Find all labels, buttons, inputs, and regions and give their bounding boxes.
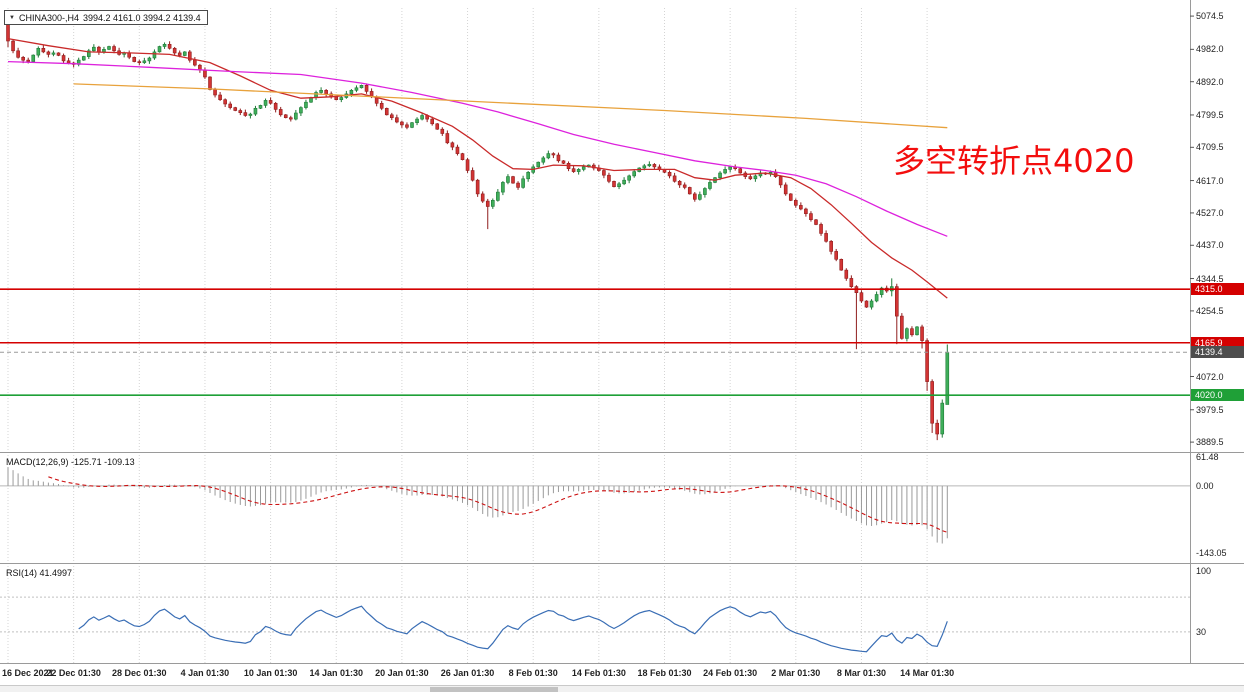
- time-axis-label: 16 Dec 2021: [2, 668, 54, 678]
- dropdown-arrow-icon[interactable]: ▼: [9, 14, 15, 21]
- macd-tick-label: -143.05: [1196, 547, 1227, 558]
- ma-fast-red: [7, 37, 948, 299]
- price-tick-label: 4344.5: [1196, 273, 1224, 284]
- horizontal-scrollbar-thumb[interactable]: [430, 687, 558, 692]
- price-tick-label: 5074.5: [1196, 11, 1224, 22]
- candles-layer: [6, 16, 950, 441]
- horizontal-scrollbar[interactable]: [0, 685, 1244, 692]
- ma-layer: [7, 37, 948, 299]
- price-tick-label: 4799.5: [1196, 109, 1224, 120]
- macd-tick-label: 0.00: [1196, 480, 1214, 491]
- rsi-value: 41.4997: [39, 568, 73, 578]
- price-tick-label: 3889.5: [1196, 437, 1224, 448]
- time-axis-label: 26 Jan 01:30: [440, 668, 495, 678]
- price-tick-label: 4892.0: [1196, 76, 1224, 87]
- price-tick-label: 4982.0: [1196, 44, 1224, 55]
- price-tick-label: 4709.5: [1196, 142, 1224, 153]
- annotation-text: 多空转折点4020: [893, 142, 1135, 180]
- time-axis-label: 24 Feb 01:30: [703, 668, 758, 678]
- price-tick-label: 4072.0: [1196, 371, 1224, 382]
- time-axis-label: 14 Feb 01:30: [571, 668, 626, 678]
- macd-values: -125.71 -109.13: [71, 457, 135, 467]
- price-tick-label: 3979.5: [1196, 404, 1224, 415]
- macd-name: MACD(12,26,9): [6, 457, 69, 467]
- rsi-tick-label: 100: [1196, 566, 1212, 577]
- time-axis-label: 10 Jan 01:30: [243, 668, 298, 678]
- ma-mid-magenta: [7, 60, 948, 237]
- price-line-badge: 4315.0: [1191, 283, 1244, 296]
- price-tick-label: 4254.5: [1196, 305, 1224, 316]
- time-axis-label: 2 Mar 01:30: [771, 668, 821, 678]
- time-axis-label: 28 Dec 01:30: [112, 668, 167, 678]
- macd-tick-label: 61.48: [1196, 452, 1219, 463]
- rsi-name: RSI(14): [6, 568, 38, 578]
- price-tick-label: 4527.0: [1196, 207, 1224, 218]
- price-lines-layer: [0, 288, 1190, 396]
- time-axis-label: 8 Mar 01:30: [836, 668, 886, 678]
- rsi-tick-label: 30: [1196, 626, 1207, 637]
- grid-layer: [7, 8, 928, 663]
- time-axis-label: 14 Mar 01:30: [900, 668, 955, 678]
- time-axis-label: 18 Feb 01:30: [637, 668, 692, 678]
- macd-layer: [0, 467, 1190, 544]
- price-tick-label: 4437.0: [1196, 240, 1224, 251]
- ma-slow-orange: [73, 83, 948, 129]
- symbol-ohlc-values: 3994.2 4161.0 3994.2 4139.4: [82, 12, 201, 23]
- rsi-indicator-label: RSI(14) 41.4997: [6, 568, 72, 578]
- rsi-layer: [0, 596, 1190, 653]
- price-line-badge: 4165.9: [1191, 336, 1244, 349]
- time-axis-label: 8 Feb 01:30: [508, 668, 558, 678]
- current-price-badge: 4139.4: [1191, 346, 1244, 359]
- separators-layer: [0, 0, 1244, 664]
- time-axis-label: 22 Dec 01:30: [46, 668, 101, 678]
- symbol-name: CHINA300-,H4: [18, 12, 79, 23]
- time-axis-label: 20 Jan 01:30: [375, 668, 429, 678]
- time-axis-label: 4 Jan 01:30: [180, 668, 230, 678]
- symbol-info-box[interactable]: ▼ CHINA300-,H4 3994.2 4161.0 3994.2 4139…: [4, 10, 208, 25]
- price-line-badge: 4020.0: [1191, 389, 1244, 402]
- price-tick-label: 4617.0: [1196, 175, 1224, 186]
- macd-indicator-label: MACD(12,26,9) -125.71 -109.13: [6, 457, 135, 467]
- time-axis-label: 14 Jan 01:30: [309, 668, 364, 678]
